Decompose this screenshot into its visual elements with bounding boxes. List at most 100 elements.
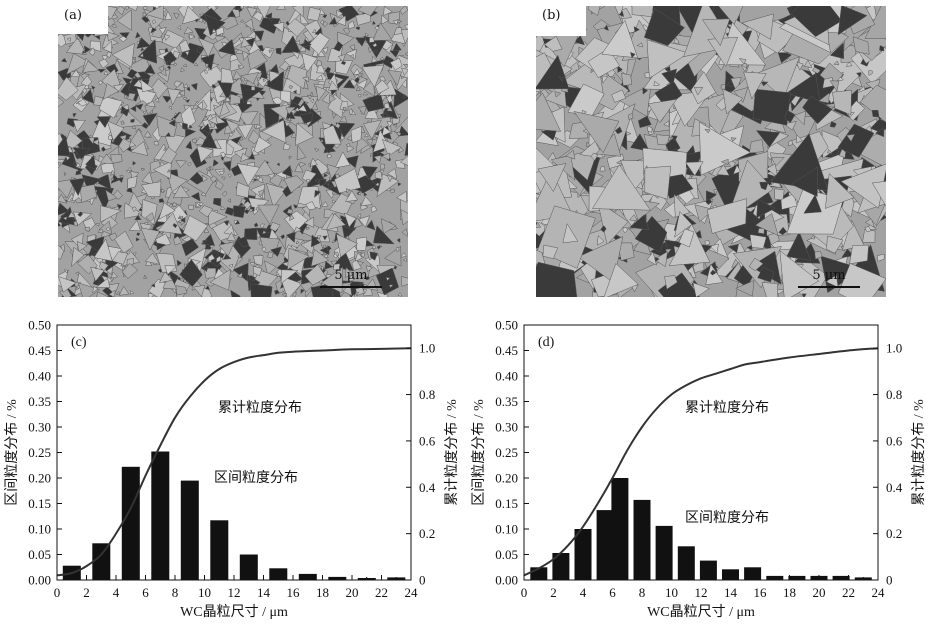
bar-c-2: [121, 466, 140, 580]
bar-d-1: [552, 553, 570, 580]
x-tick-label-c-8: 16: [287, 585, 301, 600]
x-tick-label-c-3: 6: [142, 585, 149, 600]
bar-d-3: [596, 510, 614, 580]
bar-d-6: [655, 525, 673, 580]
scale-bar-b: [798, 286, 860, 288]
panel-label-c: (c): [71, 335, 87, 350]
yr-tick-label-c-5: 1.0: [419, 341, 435, 356]
x-tick-label-c-2: 4: [113, 585, 120, 600]
micrograph-b: (b) 5 μm: [536, 6, 886, 297]
x-tick-label-c-4: 8: [172, 585, 179, 600]
yl-tick-label-d-2: 0.10: [495, 522, 518, 537]
yl-tick-label-d-0: 0.00: [495, 573, 518, 588]
annotation-interval-d: 区间粒度分布: [685, 510, 769, 526]
x-tick-label-d-10: 20: [813, 585, 826, 600]
bar-c-7: [269, 568, 288, 580]
bar-d-14: [832, 575, 850, 580]
yl-tick-label-c-10: 0.50: [28, 318, 51, 333]
x-tick-label-d-7: 14: [724, 585, 738, 600]
y-left-label-c: 区间粒度分布 / %: [4, 399, 20, 506]
micrograph-a: (a) 5 μm: [58, 6, 408, 297]
scale-label-a: 5 μm: [334, 268, 368, 283]
bar-d-8: [699, 560, 717, 580]
bar-d-2: [574, 529, 592, 580]
grain-texture-a: [58, 6, 408, 297]
yr-tick-label-d-2: 0.4: [886, 480, 903, 495]
yr-tick-label-d-1: 0.2: [886, 526, 902, 541]
annotation-cumulative-c: 累计粒度分布: [218, 400, 302, 416]
x-tick-label-c-7: 14: [257, 585, 271, 600]
x-tick-label-d-0: 0: [521, 585, 528, 600]
scale-label-b: 5 μm: [812, 268, 846, 283]
y-left-label-d: 区间粒度分布 / %: [471, 399, 487, 506]
y-right-label-d: 累计粒度分布 / %: [911, 399, 927, 506]
x-tick-label-d-12: 24: [872, 585, 886, 600]
x-tick-label-d-5: 10: [665, 585, 678, 600]
y-right-label-c: 累计粒度分布 / %: [444, 399, 460, 506]
bar-d-10: [744, 567, 762, 581]
yl-tick-label-d-1: 0.05: [495, 547, 518, 562]
yl-tick-label-c-5: 0.25: [28, 445, 51, 460]
yl-tick-label-c-0: 0.00: [28, 573, 51, 588]
panel-label-d: (d): [538, 335, 555, 350]
x-tick-label-c-10: 20: [346, 585, 359, 600]
yl-tick-label-c-6: 0.30: [28, 420, 51, 435]
yr-tick-label-c-3: 0.6: [419, 433, 436, 448]
yr-tick-label-d-5: 1.0: [886, 341, 902, 356]
yl-tick-label-d-8: 0.40: [495, 369, 518, 384]
yl-tick-label-d-4: 0.20: [495, 471, 518, 486]
bar-d-9: [722, 569, 739, 580]
x-tick-label-d-2: 4: [580, 585, 587, 600]
x-tick-label-d-6: 12: [695, 585, 708, 600]
yl-tick-label-c-1: 0.05: [28, 547, 51, 562]
x-tick-label-d-4: 8: [639, 585, 646, 600]
yr-tick-label-c-2: 0.4: [419, 480, 436, 495]
panel-label-b: (b): [536, 6, 586, 36]
bar-c-6: [239, 554, 258, 580]
yl-tick-label-d-5: 0.25: [495, 445, 518, 460]
cumulative-line-d: [523, 347, 879, 577]
x-tick-label-d-9: 18: [783, 585, 796, 600]
x-tick-label-c-5: 10: [198, 585, 211, 600]
annotation-cumulative-d: 累计粒度分布: [685, 400, 769, 416]
x-tick-label-d-3: 6: [609, 585, 616, 600]
bar-d-7: [677, 546, 695, 580]
x-tick-label-c-12: 24: [405, 585, 419, 600]
x-tick-label-d-11: 22: [842, 585, 855, 600]
x-axis-label-d: WC晶粒尺寸 / μm: [647, 604, 755, 620]
yr-tick-label-d-4: 0.8: [886, 387, 902, 402]
x-tick-label-d-8: 16: [754, 585, 768, 600]
yr-tick-label-c-4: 0.8: [419, 387, 435, 402]
yl-tick-label-d-3: 0.15: [495, 496, 518, 511]
yr-tick-label-d-0: 0: [886, 573, 893, 588]
yr-tick-label-c-0: 0: [419, 573, 426, 588]
bar-d-5: [633, 499, 651, 580]
chart-d: 0 2 4 6 8 10 12 14 16 18 20 22 240.000.050.100.150.2…: [471, 318, 927, 621]
x-tick-label-c-1: 2: [83, 585, 90, 600]
panel-label-a: (a): [58, 6, 108, 34]
yl-tick-label-d-6: 0.30: [495, 420, 518, 435]
yl-tick-label-d-10: 0.50: [495, 318, 518, 333]
annotation-interval-c: 区间粒度分布: [214, 470, 298, 486]
yr-tick-label-d-3: 0.6: [886, 433, 903, 448]
yl-tick-label-c-2: 0.10: [28, 522, 51, 537]
x-axis-label-c: WC晶粒尺寸 / μm: [180, 604, 288, 620]
x-tick-label-c-6: 12: [228, 585, 241, 600]
bar-d-4: [611, 478, 629, 580]
bar-c-1: [92, 543, 111, 580]
scale-bar-a: [320, 286, 382, 288]
yl-tick-label-d-9: 0.45: [495, 343, 518, 358]
bar-c-4: [180, 480, 199, 580]
cumulative-line-c: [56, 347, 412, 577]
grain-texture-b: [536, 6, 886, 297]
bar-c-8: [298, 573, 317, 580]
bar-c-3: [151, 451, 170, 580]
x-tick-label-c-9: 18: [316, 585, 329, 600]
x-tick-label-d-1: 2: [550, 585, 557, 600]
yl-tick-label-c-9: 0.45: [28, 343, 51, 358]
yl-tick-label-c-8: 0.40: [28, 369, 51, 384]
bar-c-5: [210, 520, 229, 580]
yl-tick-label-c-4: 0.20: [28, 471, 51, 486]
yl-tick-label-c-7: 0.35: [28, 394, 51, 409]
chart-c: 0 2 4 6 8 10 12 14 16 18 20 22 240.000.050.100.150.2…: [4, 318, 460, 621]
